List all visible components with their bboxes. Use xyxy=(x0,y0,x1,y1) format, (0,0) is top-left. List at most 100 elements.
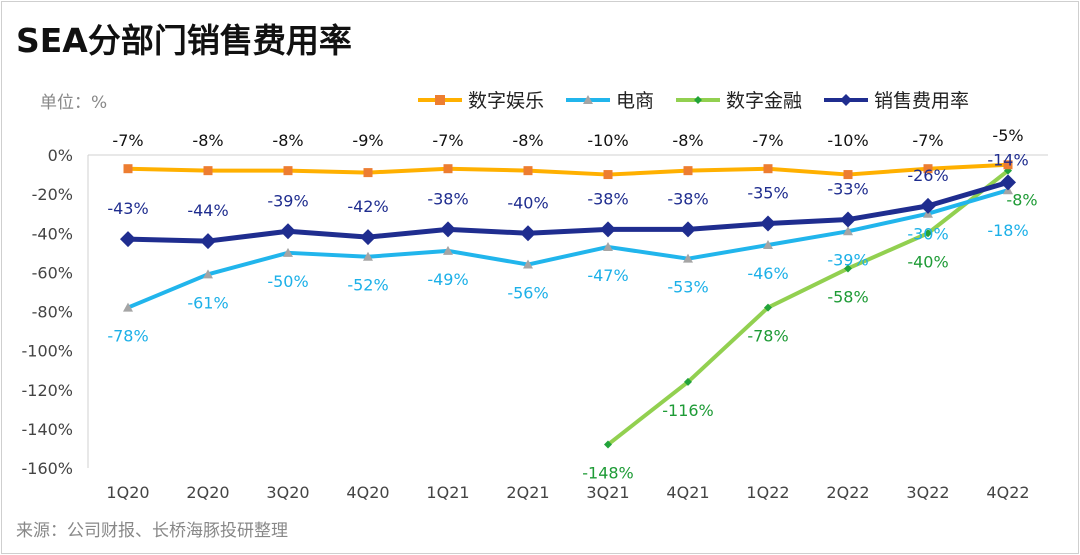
point-marker xyxy=(763,239,773,249)
data-label: -7% xyxy=(432,131,463,150)
data-label: -8% xyxy=(512,131,543,150)
x-tick-label: 3Q20 xyxy=(266,483,309,502)
data-label: -38% xyxy=(587,189,628,208)
point-marker xyxy=(283,247,293,257)
data-label: -78% xyxy=(747,327,788,346)
data-label: -52% xyxy=(347,276,388,295)
point-marker xyxy=(843,170,853,180)
point-marker xyxy=(363,251,373,261)
x-tick-label: 2Q20 xyxy=(186,483,229,502)
point-marker xyxy=(760,215,776,232)
data-label: -40% xyxy=(907,252,948,271)
data-label: -58% xyxy=(827,287,868,306)
point-marker xyxy=(920,197,936,214)
data-label: -18% xyxy=(987,221,1028,240)
data-label: -10% xyxy=(587,131,628,150)
point-marker xyxy=(603,241,613,251)
point-marker xyxy=(283,166,293,176)
data-label: -53% xyxy=(667,278,708,297)
data-label: -42% xyxy=(347,197,388,216)
x-tick-label: 1Q22 xyxy=(746,483,789,502)
point-marker xyxy=(1000,174,1016,191)
legend-item-ecommerce: 电商 xyxy=(566,86,654,113)
legend-item-sales-ratio: 销售费用率 xyxy=(824,86,969,113)
x-tick-label: 1Q20 xyxy=(106,483,149,502)
y-tick-label: -140% xyxy=(21,420,73,439)
data-label: -14% xyxy=(987,150,1028,169)
x-tick-label: 2Q22 xyxy=(826,483,869,502)
y-tick-label: -40% xyxy=(32,224,73,243)
legend-item-entertainment: 数字娱乐 xyxy=(418,86,544,113)
point-marker xyxy=(843,226,853,236)
data-label: -9% xyxy=(352,131,383,150)
point-marker xyxy=(1003,160,1013,170)
data-label: -39% xyxy=(827,250,868,269)
point-marker xyxy=(203,269,213,279)
series-line xyxy=(606,169,1010,447)
series-line xyxy=(127,188,1009,310)
data-label: -46% xyxy=(747,264,788,283)
point-marker xyxy=(123,164,133,174)
point-marker xyxy=(600,221,616,238)
legend-line-diamond-icon xyxy=(676,95,721,104)
point-marker xyxy=(840,211,856,228)
y-tick-label: -60% xyxy=(32,263,73,282)
x-tick-label: 3Q21 xyxy=(586,483,629,502)
point-marker xyxy=(363,168,373,178)
point-marker xyxy=(603,170,613,180)
x-tick-label: 4Q20 xyxy=(346,483,389,502)
point-marker xyxy=(120,231,136,248)
y-tick-label: -120% xyxy=(21,381,73,400)
point-marker xyxy=(443,164,453,174)
data-label: -8% xyxy=(1006,191,1037,210)
legend-label: 数字金融 xyxy=(726,90,803,112)
data-label: -116% xyxy=(662,401,714,420)
data-label: -30% xyxy=(907,225,948,244)
point-marker xyxy=(523,166,533,176)
point-marker xyxy=(763,164,773,174)
legend-line-triangle-icon xyxy=(566,94,611,104)
data-label: -50% xyxy=(267,272,308,291)
data-label: -7% xyxy=(912,131,943,150)
x-tick-label: 4Q22 xyxy=(986,483,1029,502)
data-label: -8% xyxy=(272,131,303,150)
data-label: -44% xyxy=(187,201,228,220)
x-tick-label: 1Q21 xyxy=(426,483,469,502)
data-label: -39% xyxy=(267,191,308,210)
x-tick-label: 4Q21 xyxy=(666,483,709,502)
source-note: 来源：公司财报、长桥海豚投研整理 xyxy=(16,521,288,541)
data-label: -7% xyxy=(112,131,143,150)
point-marker xyxy=(924,229,932,238)
legend-label: 销售费用率 xyxy=(874,90,970,112)
data-label: -61% xyxy=(187,293,228,312)
data-label: -26% xyxy=(907,166,948,185)
point-marker xyxy=(923,164,933,174)
data-label: -78% xyxy=(107,327,148,346)
data-label: -33% xyxy=(827,180,868,199)
chart-title: SEA分部门销售费用率 xyxy=(16,21,352,60)
point-marker xyxy=(684,377,692,386)
point-marker xyxy=(683,166,693,176)
y-tick-label: -100% xyxy=(21,342,73,361)
x-tick-label: 3Q22 xyxy=(906,483,949,502)
data-label: -43% xyxy=(107,199,148,218)
point-marker xyxy=(523,259,533,269)
y-tick-label: 0% xyxy=(48,146,73,165)
legend: 数字娱乐 电商 数字金融 销售费用率 xyxy=(418,86,991,113)
point-marker xyxy=(123,302,133,312)
y-tick-label: -20% xyxy=(32,185,73,204)
y-tick-label: -80% xyxy=(32,303,73,322)
data-label: -47% xyxy=(587,266,628,285)
data-label: -7% xyxy=(752,131,783,150)
point-marker xyxy=(844,264,852,273)
point-marker xyxy=(520,225,536,242)
legend-label: 电商 xyxy=(616,90,655,112)
point-marker xyxy=(440,221,456,238)
data-label: -148% xyxy=(582,464,634,483)
data-label: -8% xyxy=(672,131,703,150)
point-marker xyxy=(683,253,693,263)
point-marker xyxy=(203,166,213,176)
unit-label: 单位：% xyxy=(40,93,108,113)
series-line xyxy=(127,179,1009,244)
